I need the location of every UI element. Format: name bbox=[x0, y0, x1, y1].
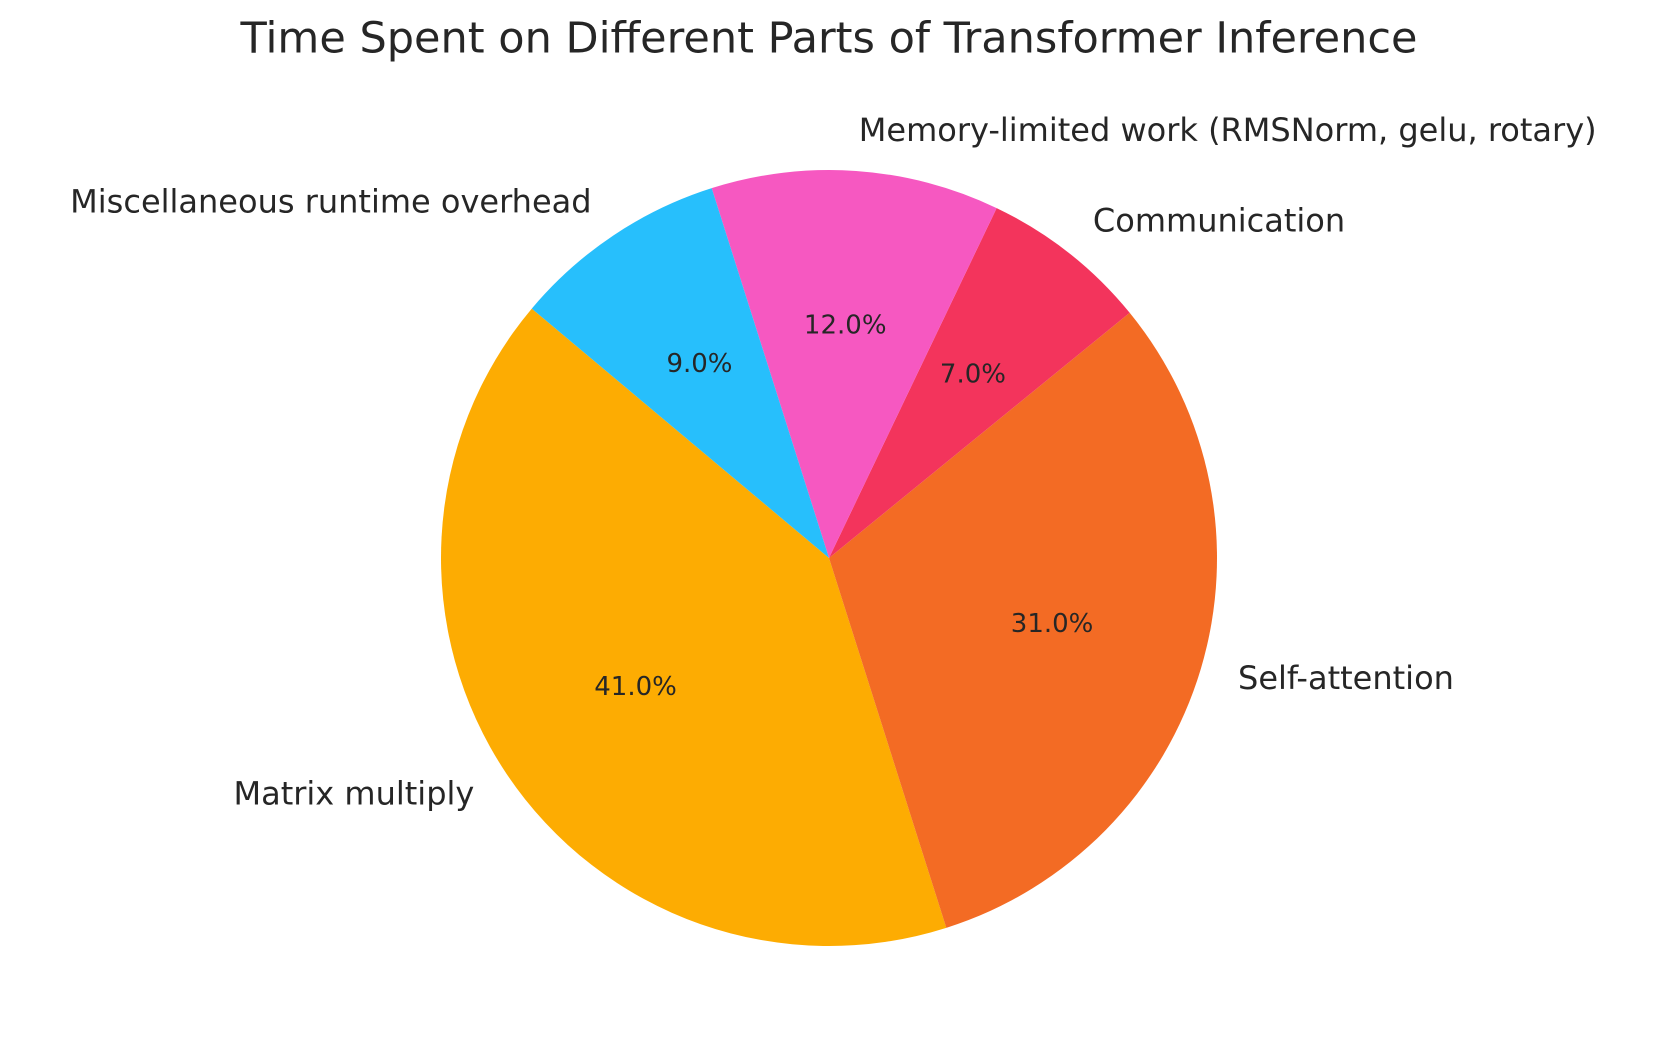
slice-label: Self-attention bbox=[1238, 659, 1454, 697]
chart-title: Time Spent on Different Parts of Transfo… bbox=[240, 14, 1418, 64]
slice-label: Memory-limited work (RMSNorm, gelu, rota… bbox=[859, 111, 1597, 149]
pie-slice bbox=[531, 188, 829, 558]
percent-label: 41.0% bbox=[594, 672, 677, 702]
percent-label: 9.0% bbox=[666, 349, 732, 379]
percent-label: 12.0% bbox=[804, 310, 887, 340]
slice-label: Miscellaneous runtime overhead bbox=[70, 182, 591, 220]
pie-slice bbox=[829, 312, 1217, 928]
pie-slice bbox=[711, 169, 997, 558]
percent-label: 31.0% bbox=[1011, 609, 1094, 639]
percent-label: 7.0% bbox=[940, 360, 1006, 390]
pie-slice bbox=[441, 308, 947, 947]
pie-slice bbox=[829, 208, 1130, 558]
slice-label: Communication bbox=[1093, 202, 1345, 240]
slice-label: Matrix multiply bbox=[233, 774, 474, 812]
